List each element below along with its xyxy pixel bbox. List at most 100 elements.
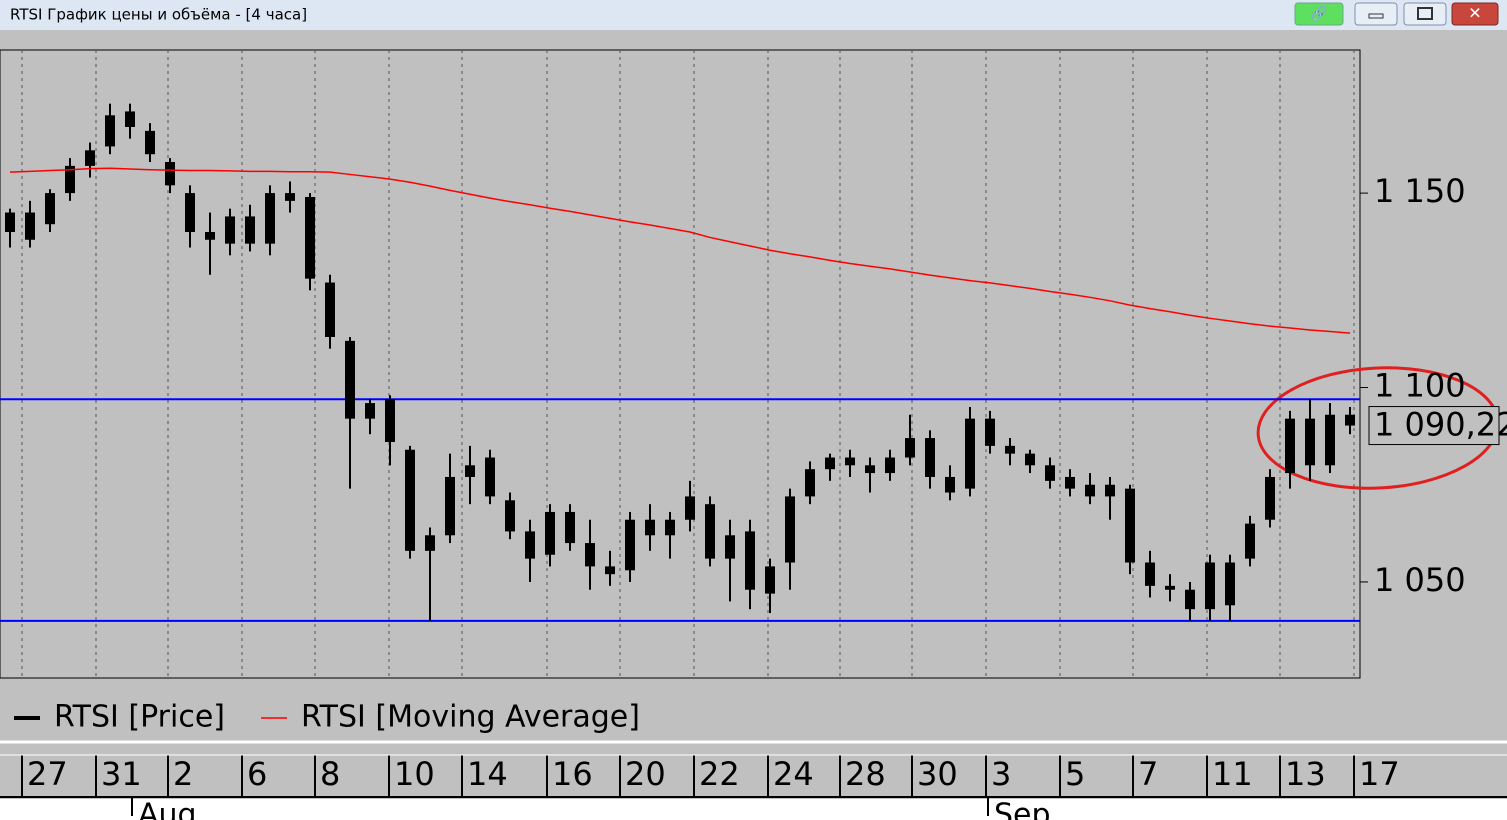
month-label: Sep	[994, 798, 1051, 820]
candle-body	[1065, 476, 1075, 489]
candle-body	[265, 193, 275, 244]
last-price-box	[1368, 406, 1500, 446]
candle-body	[645, 519, 655, 536]
candle-body	[1225, 562, 1235, 606]
candle-body	[245, 216, 255, 244]
candle-body	[365, 403, 375, 419]
candle-body	[485, 457, 495, 497]
link-button[interactable]	[1294, 2, 1344, 26]
candle-body	[65, 165, 75, 194]
candle-body	[1265, 476, 1275, 520]
y-tick-label: 1 100	[1374, 367, 1466, 405]
last-price-label: 1 090,22	[1374, 406, 1507, 444]
maximize-icon	[1417, 7, 1433, 20]
candle-body	[845, 457, 855, 466]
x-tick-label: 10	[394, 755, 435, 793]
candle-body	[765, 566, 775, 594]
candle-body	[125, 111, 135, 127]
candle-body	[1165, 585, 1175, 590]
candle-body	[5, 212, 15, 232]
y-tick-label: 1 050	[1374, 561, 1466, 599]
candle-body	[885, 457, 895, 474]
link-icon: 🔗	[1310, 4, 1328, 22]
candle-body	[285, 193, 295, 201]
candle-body	[1245, 523, 1255, 559]
candle-body	[1325, 414, 1335, 466]
candle-body	[45, 193, 55, 225]
candle-body	[405, 449, 415, 551]
candle-body	[745, 531, 755, 590]
candle-body	[205, 231, 215, 240]
plot-area	[0, 49, 1361, 679]
x-tick-label: 6	[247, 755, 267, 793]
month-label: Aug	[138, 798, 197, 820]
candle-body	[25, 212, 35, 240]
candle-body	[605, 566, 615, 575]
legend-label: RTSI [Moving Average]	[301, 700, 640, 735]
candle-body	[1085, 484, 1095, 497]
x-tick-label: 7	[1138, 755, 1158, 793]
y-tick-label: 1 150	[1374, 172, 1466, 210]
candle-body	[685, 496, 695, 520]
candle-body	[445, 476, 455, 536]
candle-body	[1185, 589, 1195, 610]
x-tick-label: 5	[1065, 755, 1085, 793]
candle-body	[1345, 414, 1355, 426]
candle-body	[1305, 418, 1315, 466]
candle-body	[725, 535, 735, 559]
close-icon: ✕	[1468, 4, 1481, 23]
candle-body	[825, 457, 835, 470]
moving-average	[9, 167, 1351, 334]
candle-body	[465, 465, 475, 477]
candle-body	[965, 418, 975, 489]
x-tick-label: 27	[27, 755, 68, 793]
close-button[interactable]	[1451, 2, 1499, 26]
x-tick-label: 11	[1212, 755, 1253, 793]
x-tick-label: 13	[1285, 755, 1326, 793]
candle-body	[945, 476, 955, 493]
candle-body	[905, 438, 915, 458]
maximize-button[interactable]	[1403, 2, 1447, 26]
x-tick-label: 24	[773, 755, 814, 793]
candle-body	[805, 469, 815, 497]
candle-body	[85, 150, 95, 166]
candle-body	[1105, 484, 1115, 497]
x-tick-label: 16	[552, 755, 593, 793]
x-tick-label: 14	[467, 755, 508, 793]
x-tick-label: 3	[991, 755, 1011, 793]
title-bar	[0, 0, 1507, 30]
candle-body	[1025, 453, 1035, 466]
x-tick-label: 2	[173, 755, 193, 793]
minimize-icon	[1368, 13, 1384, 19]
candle-body	[1005, 445, 1015, 454]
x-tick-label: 31	[101, 755, 142, 793]
candle-body	[305, 196, 315, 279]
candle-body	[1285, 418, 1295, 474]
candle-body	[385, 399, 395, 442]
candle-body	[925, 438, 935, 477]
candle-body	[625, 519, 635, 571]
bottom-strip	[0, 799, 1507, 820]
candle-body	[665, 519, 675, 536]
candle-body	[1205, 562, 1215, 610]
candle-body	[785, 496, 795, 563]
x-tick-label: 28	[845, 755, 886, 793]
x-tick-label: 22	[699, 755, 740, 793]
x-tick-label: 30	[917, 755, 958, 793]
x-tick-label: 8	[320, 755, 340, 793]
candle-body	[185, 193, 195, 232]
legend-label: RTSI [Price]	[54, 700, 225, 735]
candle-body	[705, 504, 715, 559]
candle-body	[1045, 465, 1055, 481]
candle-body	[565, 511, 575, 544]
candle-body	[545, 511, 555, 555]
candle-body	[105, 115, 115, 147]
candle-body	[585, 543, 595, 567]
candle-body	[985, 418, 995, 446]
candle-body	[865, 465, 875, 474]
candle-body	[425, 535, 435, 551]
candle-body	[345, 340, 355, 419]
candle-body	[225, 216, 235, 244]
